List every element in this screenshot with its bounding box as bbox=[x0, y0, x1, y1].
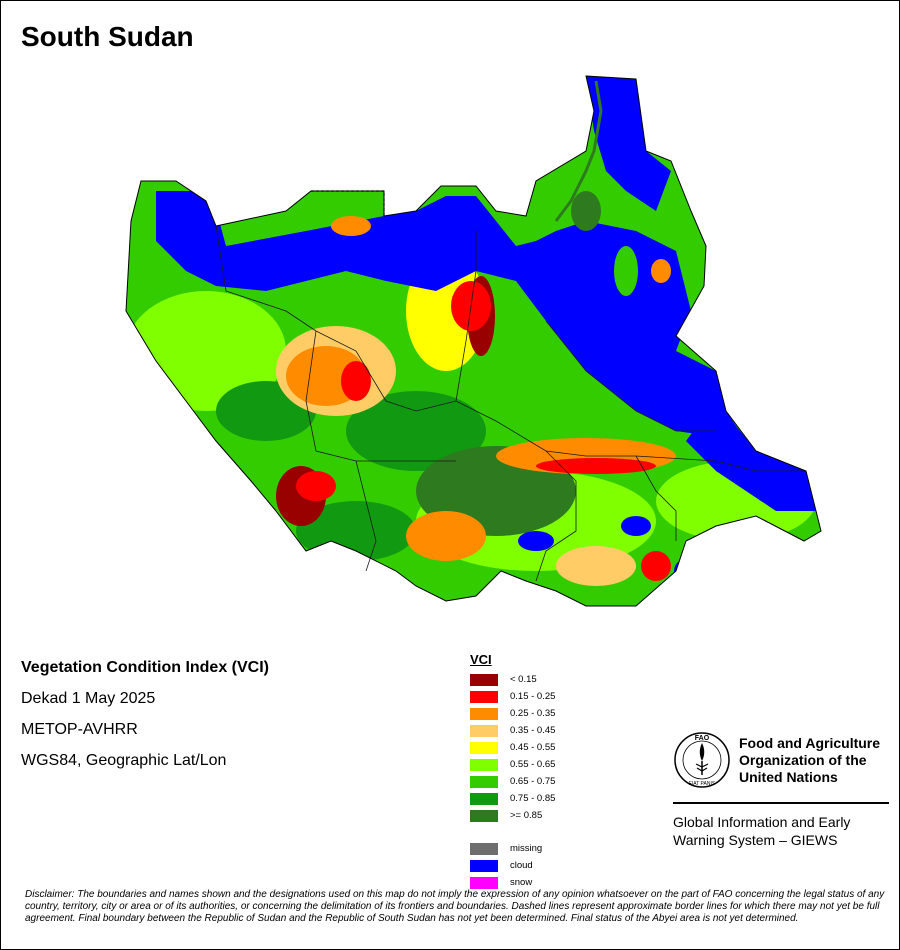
vci-patch-red bbox=[536, 458, 656, 474]
cloud-patch bbox=[621, 516, 651, 536]
legend-extra: missing cloud snow bbox=[470, 840, 555, 891]
legend-label: 0.45 - 0.55 bbox=[510, 742, 556, 753]
legend-swatch bbox=[470, 792, 498, 805]
disclaimer: Disclaimer: The boundaries and names sho… bbox=[25, 889, 885, 924]
legend-classes: < 0.15 0.15 - 0.25 0.25 - 0.35 0.35 - 0.45 0… bbox=[470, 671, 555, 824]
legend-row: 0.25 - 0.35 bbox=[470, 705, 555, 722]
fao-name: Food and Agriculture Organization of the… bbox=[739, 735, 881, 785]
vci-legend: VCI < 0.15 0.15 - 0.25 0.25 - 0.35 0.35 - 0… bbox=[470, 652, 555, 891]
legend-row: 0.55 - 0.65 bbox=[470, 756, 555, 773]
vci-patch-orange bbox=[331, 216, 371, 236]
legend-label: snow bbox=[510, 877, 533, 888]
legend-label: 0.55 - 0.65 bbox=[510, 759, 556, 770]
vci-patch-pale-orange bbox=[556, 546, 636, 586]
vci-patch-red bbox=[341, 361, 371, 401]
vci-patch-very-dark-green bbox=[571, 191, 601, 231]
legend-label: 0.65 - 0.75 bbox=[510, 776, 556, 787]
legend-label: missing bbox=[510, 843, 543, 854]
vci-patch-green bbox=[614, 246, 638, 296]
legend-label: 0.35 - 0.45 bbox=[510, 725, 556, 736]
legend-swatch bbox=[470, 673, 498, 686]
legend-row: 0.65 - 0.75 bbox=[470, 773, 555, 790]
legend-label: 0.15 - 0.25 bbox=[510, 691, 556, 702]
cloud-cover-north bbox=[156, 191, 746, 441]
fao-logo-motto: FIAT PANIS bbox=[689, 781, 716, 787]
legend-title: VCI bbox=[470, 652, 492, 667]
vci-map bbox=[116, 71, 826, 616]
legend-swatch bbox=[470, 724, 498, 737]
legend-swatch bbox=[470, 876, 498, 889]
abyei-dashed-boundary bbox=[311, 190, 385, 216]
legend-label: cloud bbox=[510, 860, 533, 871]
cloud-patch bbox=[518, 531, 554, 551]
legend-swatch bbox=[470, 758, 498, 771]
legend-label: < 0.15 bbox=[510, 674, 537, 685]
projection: WGS84, Geographic Lat/Lon bbox=[21, 752, 227, 769]
map-metadata: Vegetation Condition Index (VCI) Dekad 1… bbox=[21, 657, 269, 781]
legend-row: >= 0.85 bbox=[470, 807, 555, 824]
legend-swatch bbox=[470, 707, 498, 720]
vci-patch-dark-green bbox=[346, 391, 486, 471]
vci-raster bbox=[126, 76, 821, 606]
cloud-cover-far-north bbox=[586, 76, 671, 211]
fao-divider bbox=[673, 802, 889, 804]
country-map-svg bbox=[125, 75, 822, 607]
period: Dekad 1 May 2025 bbox=[21, 690, 156, 707]
river-line bbox=[554, 80, 603, 222]
legend-label: 0.75 - 0.85 bbox=[510, 793, 556, 804]
legend-label: >= 0.85 bbox=[510, 810, 543, 821]
cloud-cover-east bbox=[686, 401, 816, 511]
legend-row: snow bbox=[470, 874, 555, 891]
legend-row: 0.75 - 0.85 bbox=[470, 790, 555, 807]
legend-swatch bbox=[470, 690, 498, 703]
legend-swatch bbox=[470, 809, 498, 822]
vci-patch-red bbox=[296, 471, 336, 501]
legend-row: 0.45 - 0.55 bbox=[470, 739, 555, 756]
legend-label: 0.25 - 0.35 bbox=[510, 708, 556, 719]
fao-logo-icon: FAO FIAT PANIS bbox=[674, 732, 730, 788]
index-name: Vegetation Condition Index (VCI) bbox=[21, 659, 269, 676]
legend-row: 0.15 - 0.25 bbox=[470, 688, 555, 705]
vci-patch-red bbox=[641, 551, 671, 581]
map-title: South Sudan bbox=[21, 21, 194, 52]
legend-row: 0.35 - 0.45 bbox=[470, 722, 555, 739]
vci-patch-orange bbox=[651, 259, 671, 283]
legend-swatch bbox=[470, 859, 498, 872]
legend-row: missing bbox=[470, 840, 555, 857]
legend-swatch bbox=[470, 741, 498, 754]
legend-swatch bbox=[470, 775, 498, 788]
sensor: METOP-AVHRR bbox=[21, 721, 138, 738]
legend-row: cloud bbox=[470, 857, 555, 874]
legend-swatch bbox=[470, 842, 498, 855]
giews-name: Global Information and Early Warning Sys… bbox=[673, 814, 851, 848]
cloud-patch bbox=[674, 559, 698, 583]
vci-patch-orange bbox=[406, 511, 486, 561]
fao-logo-letters: FAO bbox=[695, 735, 710, 742]
legend-row: < 0.15 bbox=[470, 671, 555, 688]
